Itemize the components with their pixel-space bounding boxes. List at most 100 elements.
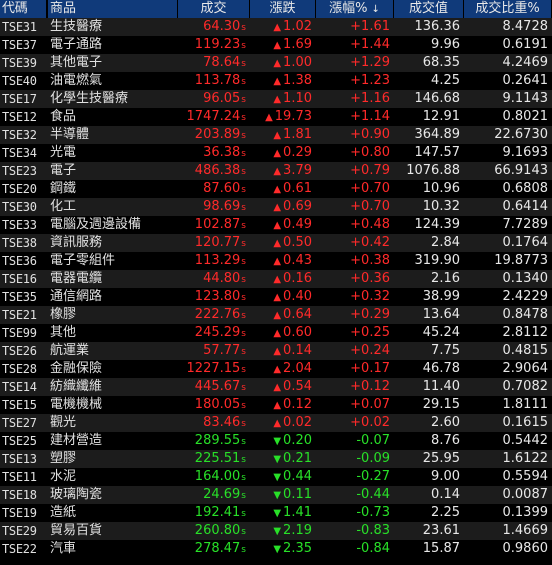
table-row[interactable]: TSE16 電器電纜 44.80s ▲ 0.16 +0.36 2.16 0.1340 bbox=[0, 270, 552, 288]
header-ratio[interactable]: 成交比重% bbox=[464, 0, 552, 18]
row-volume: 0.14 bbox=[431, 487, 460, 502]
row-change: ▲ 0.49 bbox=[250, 216, 316, 234]
row-pct: +0.38 bbox=[350, 253, 390, 268]
row-name: 食品 bbox=[50, 109, 77, 124]
header-code[interactable]: 代碼 bbox=[0, 0, 47, 18]
table-row[interactable]: TSE19 造紙 192.41s ▼ 1.41 -0.73 2.25 0.1399 bbox=[0, 504, 552, 522]
row-volume: 15.87 bbox=[422, 541, 460, 556]
up-triangle-icon: ▲ bbox=[273, 40, 282, 51]
row-ratio: 9.1143 bbox=[502, 91, 549, 106]
row-change: ▲ 0.16 bbox=[250, 270, 316, 288]
table-row[interactable]: TSE38 資訊服務 120.77s ▲ 0.50 +0.42 2.84 0.1764 bbox=[0, 234, 552, 252]
row-ratio: 0.1340 bbox=[502, 271, 549, 286]
row-name: 化工 bbox=[50, 199, 77, 214]
sort-arrow-icon[interactable]: ↓ bbox=[371, 4, 380, 15]
row-name: 電機機械 bbox=[50, 397, 103, 412]
change-value: 0.02 bbox=[283, 415, 312, 430]
row-ratio: 9.1693 bbox=[502, 145, 549, 160]
table-row[interactable]: TSE99 其他 245.29s ▲ 0.60 +0.25 45.24 2.8112 bbox=[0, 324, 552, 342]
header-last[interactable]: 成交 bbox=[178, 0, 250, 18]
row-last: 192.41s bbox=[178, 504, 250, 522]
row-pct: +0.80 bbox=[350, 145, 390, 160]
table-row[interactable]: TSE29 貿易百貨 260.80s ▼ 2.19 -0.83 23.61 1.4669 bbox=[0, 522, 552, 540]
table-row[interactable]: TSE32 半導體 203.89s ▲ 1.81 +0.90 364.89 22.6730 bbox=[0, 126, 552, 144]
last-price: 64.30 bbox=[203, 19, 241, 34]
table-row[interactable]: TSE28 金融保險 1227.15s ▲ 2.04 +0.17 46.78 2.9064 bbox=[0, 360, 552, 378]
row-change: ▲ 0.64 bbox=[250, 306, 316, 324]
row-ratio: 2.9064 bbox=[502, 361, 549, 376]
table-row[interactable]: TSE27 觀光 83.46s ▲ 0.02 +0.02 2.60 0.1615 bbox=[0, 414, 552, 432]
row-volume: 2.84 bbox=[431, 235, 460, 250]
table-row[interactable]: TSE26 航運業 57.77s ▲ 0.14 +0.24 7.75 0.4815 bbox=[0, 342, 552, 360]
row-name: 電子 bbox=[50, 163, 77, 178]
row-name: 半導體 bbox=[50, 127, 90, 142]
up-triangle-icon: ▲ bbox=[273, 274, 282, 285]
row-ratio: 0.7082 bbox=[502, 379, 549, 394]
table-row[interactable]: TSE23 電子 486.38s ▲ 3.79 +0.79 1076.88 66.9143 bbox=[0, 162, 552, 180]
price-suffix: s bbox=[241, 329, 246, 339]
row-name: 其他電子 bbox=[50, 55, 103, 70]
table-row[interactable]: TSE22 汽車 278.47s ▼ 2.35 -0.84 15.87 0.9860 bbox=[0, 540, 552, 558]
row-volume: 45.24 bbox=[422, 325, 460, 340]
row-ratio: 0.5594 bbox=[502, 469, 549, 484]
row-pct: +0.25 bbox=[350, 325, 390, 340]
up-triangle-icon: ▲ bbox=[265, 112, 273, 123]
header-change[interactable]: 漲跌 bbox=[250, 0, 316, 18]
price-suffix: s bbox=[241, 113, 246, 123]
table-row[interactable]: TSE17 化學生技醫療 96.05s ▲ 1.10 +1.16 146.68 9.1143 bbox=[0, 90, 552, 108]
row-last: 113.78s bbox=[178, 72, 250, 90]
table-row[interactable]: TSE11 水泥 164.00s ▼ 0.44 -0.27 9.00 0.5594 bbox=[0, 468, 552, 486]
row-last: 64.30s bbox=[178, 18, 250, 36]
up-triangle-icon: ▲ bbox=[273, 256, 282, 267]
row-last: 57.77s bbox=[178, 342, 250, 360]
row-code: TSE36 bbox=[2, 254, 37, 268]
header-name[interactable]: 商品 bbox=[48, 0, 178, 18]
row-name: 玻璃陶瓷 bbox=[50, 487, 103, 502]
table-row[interactable]: TSE33 電腦及週邊設備 102.87s ▲ 0.49 +0.48 124.39 7.728… bbox=[0, 216, 552, 234]
row-volume: 147.57 bbox=[414, 145, 461, 160]
last-price: 222.76 bbox=[194, 307, 241, 322]
row-last: 225.51s bbox=[178, 450, 250, 468]
header-pct[interactable]: 漲幅% ↓ bbox=[316, 0, 394, 18]
table-row[interactable]: TSE12 食品 1747.24s ▲ 19.73 +1.14 12.91 0.8021 bbox=[0, 108, 552, 126]
row-volume: 1076.88 bbox=[406, 163, 460, 178]
up-triangle-icon: ▲ bbox=[273, 382, 282, 393]
table-row[interactable]: TSE37 電子通路 119.23s ▲ 1.69 +1.44 9.96 0.6191 bbox=[0, 36, 552, 54]
table-row[interactable]: TSE13 塑膠 225.51s ▼ 0.21 -0.09 25.95 1.6122 bbox=[0, 450, 552, 468]
row-code: TSE21 bbox=[2, 308, 37, 322]
last-price: 1227.15 bbox=[186, 361, 241, 376]
row-change: ▲ 1.10 bbox=[250, 90, 316, 108]
table-row[interactable]: TSE36 電子零組件 113.29s ▲ 0.43 +0.38 319.90 19.8773 bbox=[0, 252, 552, 270]
last-price: 180.05 bbox=[194, 397, 241, 412]
header-volume[interactable]: 成交值 bbox=[394, 0, 464, 18]
row-ratio: 66.9143 bbox=[494, 163, 548, 178]
row-change: ▼ 0.20 bbox=[250, 432, 316, 450]
table-row[interactable]: TSE35 通信網路 123.80s ▲ 0.40 +0.32 38.99 2.4229 bbox=[0, 288, 552, 306]
up-triangle-icon: ▲ bbox=[273, 166, 282, 177]
table-row[interactable]: TSE31 生技醫療 64.30s ▲ 1.02 +1.61 136.36 8.4728 bbox=[0, 18, 552, 36]
row-name: 紡織纖維 bbox=[50, 379, 103, 394]
table-row[interactable]: TSE30 化工 98.69s ▲ 0.69 +0.70 10.32 0.6414 bbox=[0, 198, 552, 216]
row-ratio: 0.8021 bbox=[502, 109, 549, 124]
change-value: 0.16 bbox=[283, 271, 312, 286]
table-row[interactable]: TSE21 橡膠 222.76s ▲ 0.64 +0.29 13.64 0.8478 bbox=[0, 306, 552, 324]
last-price: 96.05 bbox=[203, 91, 241, 106]
row-code: TSE16 bbox=[2, 272, 37, 286]
table-row[interactable]: TSE14 紡織纖維 445.67s ▲ 0.54 +0.12 11.40 0.7082 bbox=[0, 378, 552, 396]
row-last: 180.05s bbox=[178, 396, 250, 414]
table-row[interactable]: TSE20 鋼鐵 87.60s ▲ 0.61 +0.70 10.96 0.6808 bbox=[0, 180, 552, 198]
row-change: ▼ 0.11 bbox=[250, 486, 316, 504]
row-ratio: 0.6191 bbox=[502, 37, 549, 52]
row-code: TSE99 bbox=[2, 326, 37, 340]
table-row[interactable]: TSE40 油電燃氣 113.78s ▲ 1.38 +1.23 4.25 0.2641 bbox=[0, 72, 552, 90]
down-triangle-icon: ▼ bbox=[273, 490, 282, 501]
table-row[interactable]: TSE34 光電 36.38s ▲ 0.29 +0.80 147.57 9.1693 bbox=[0, 144, 552, 162]
change-value: 0.64 bbox=[283, 307, 312, 322]
table-row[interactable]: TSE15 電機機械 180.05s ▲ 0.12 +0.07 29.15 1.8111 bbox=[0, 396, 552, 414]
table-row[interactable]: TSE18 玻璃陶瓷 24.69s ▼ 0.11 -0.44 0.14 0.0087 bbox=[0, 486, 552, 504]
row-code: TSE29 bbox=[2, 524, 37, 538]
table-row[interactable]: TSE39 其他電子 78.64s ▲ 1.00 +1.29 68.35 4.2469 bbox=[0, 54, 552, 72]
table-row[interactable]: TSE25 建材營造 289.55s ▼ 0.20 -0.07 8.76 0.5442 bbox=[0, 432, 552, 450]
row-last: 486.38s bbox=[178, 162, 250, 180]
price-suffix: s bbox=[241, 419, 246, 429]
